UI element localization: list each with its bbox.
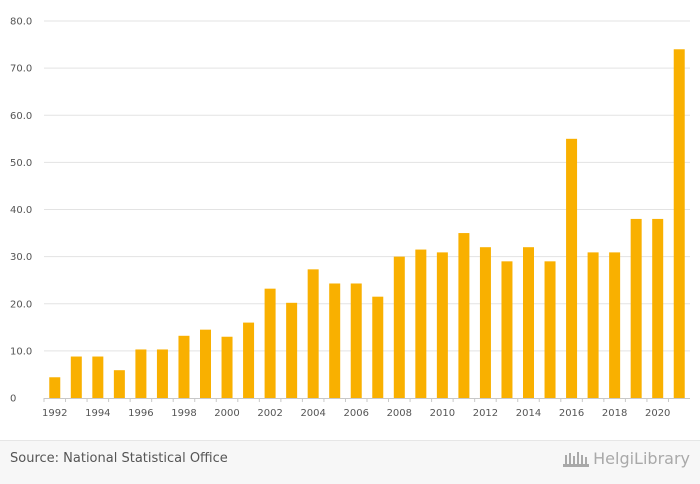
chart-area: 0 10.0 20.0 30.0 40.0 50.0 60.0 70.0 80.0 1992 199… (10, 17, 690, 419)
footer: Source: National Statistical Office Helg… (0, 440, 700, 484)
x-tick-label: 1992 (42, 408, 67, 419)
y-tick-label: 30.0 (10, 252, 32, 263)
x-tick-label: 2008 (387, 408, 412, 419)
bar-2010 (436, 252, 448, 398)
bar-1994 (92, 356, 104, 398)
x-tick-label: 2018 (602, 408, 627, 419)
logo-text: HelgiLibrary (593, 449, 690, 468)
bar-2001 (243, 322, 255, 398)
bar-2003 (286, 302, 298, 398)
bar-2013 (501, 261, 513, 398)
x-tick-label: 1996 (128, 408, 153, 419)
bar-2015 (544, 261, 556, 398)
x-tick-label: 1994 (85, 408, 110, 419)
bar-1999 (200, 329, 211, 398)
x-tick-label: 2012 (473, 408, 498, 419)
bar-2016 (566, 138, 578, 398)
y-tick-label: 10.0 (10, 346, 32, 357)
y-tick-label: 0 (10, 394, 16, 405)
x-tick-label: 2002 (257, 408, 282, 419)
x-tick-label: 2014 (516, 408, 541, 419)
bar-2011 (458, 233, 470, 398)
x-tick-label: 2020 (645, 408, 670, 419)
y-tick-label: 60.0 (10, 111, 32, 122)
x-tick-label: 2006 (344, 408, 369, 419)
bar-1992 (49, 377, 61, 398)
x-tick-label: 2010 (430, 408, 455, 419)
y-tick-label: 20.0 (10, 299, 32, 310)
library-icon (563, 451, 590, 467)
bar-2000 (221, 336, 233, 398)
source-text: Source: National Statistical Office (10, 451, 228, 466)
bar-2014 (523, 247, 534, 398)
bar-1996 (135, 349, 147, 398)
y-tick-label: 80.0 (10, 17, 32, 28)
bar-2006 (350, 283, 362, 398)
bar-2009 (415, 249, 427, 398)
bar-chart: 0 10.0 20.0 30.0 40.0 50.0 60.0 70.0 80.0 1992 199… (10, 17, 690, 419)
bar-2008 (393, 256, 405, 398)
bar-1997 (156, 349, 168, 398)
y-tick-label: 70.0 (10, 64, 32, 75)
bar-2004 (307, 269, 319, 398)
x-tick-label: 1998 (171, 408, 196, 419)
bar-1995 (113, 370, 125, 398)
bar-2012 (479, 247, 491, 398)
x-tick-label: 2016 (559, 408, 584, 419)
y-tick-label: 50.0 (10, 158, 32, 169)
helgi-library-logo[interactable]: HelgiLibrary (563, 449, 690, 468)
y-tick-label: 40.0 (10, 205, 32, 216)
bar-2002 (264, 288, 276, 398)
bar-2007 (372, 296, 384, 398)
bar-2020 (652, 218, 664, 398)
bar-1993 (70, 356, 82, 398)
bar-2005 (329, 283, 341, 398)
x-tick-label: 2000 (214, 408, 239, 419)
bar-2019 (630, 218, 642, 398)
bar-1998 (178, 335, 190, 398)
bar-2021 (673, 49, 685, 399)
x-tick-label: 2004 (300, 408, 325, 419)
bar-2017 (587, 252, 599, 398)
bar-2018 (609, 252, 621, 398)
